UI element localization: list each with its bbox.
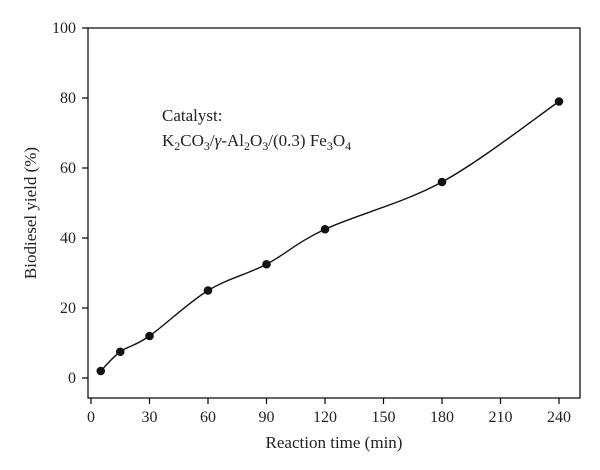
plot-frame [87, 27, 581, 399]
data-point [262, 259, 271, 269]
x-tick-label: 240 [547, 409, 571, 426]
x-tick-label: 30 [142, 409, 158, 426]
data-point [96, 366, 106, 376]
y-tick-label: 60 [60, 160, 76, 177]
y-tick-label: 20 [60, 300, 76, 317]
formula-subscript: 2 [244, 139, 250, 153]
annotation-catalyst-formula: K2CO3/γ-Al2O3/(0.3) Fe3O4 [162, 131, 351, 153]
y-tick-label: 0 [68, 370, 76, 387]
data-point [203, 286, 213, 295]
data-point [554, 97, 564, 106]
formula-subscript: 3 [262, 139, 268, 153]
data-point [320, 224, 330, 234]
formula-part: γ [215, 131, 223, 150]
formula-part: K [162, 131, 175, 150]
annotation-catalyst-label: Catalyst: [162, 106, 222, 125]
formula-part: /(0.3) Fe [268, 131, 327, 150]
data-point [145, 331, 154, 341]
x-tick-label: 150 [372, 409, 396, 426]
x-axis-title: Reaction time (min) [266, 433, 403, 452]
x-tick-label: 90 [259, 409, 275, 426]
formula-subscript: 4 [345, 139, 351, 153]
x-tick-label: 0 [87, 409, 95, 426]
x-tick-label: 210 [489, 409, 513, 426]
ticks: 0 30 60 90 120 150 180 210 240 0 20 40 60 80 100 [52, 20, 571, 426]
formula-part: O [250, 131, 262, 150]
formula-part: / [210, 131, 215, 150]
y-tick-label: 100 [52, 20, 76, 37]
x-tick-label: 60 [200, 409, 216, 426]
axes [87, 27, 581, 399]
x-tick-label: 180 [430, 409, 454, 426]
y-tick-label: 40 [60, 230, 76, 247]
data-point [437, 177, 447, 187]
x-tick-label: 120 [313, 409, 337, 426]
formula-part: O [333, 131, 345, 150]
y-axis-title: Biodiesel yield (%) [21, 147, 40, 279]
formula-subscript: 3 [327, 139, 333, 153]
formula-part: CO [180, 131, 204, 150]
data-point [115, 347, 125, 357]
formula-subscript: 2 [174, 139, 180, 153]
formula-part: -Al [221, 131, 244, 150]
formula-subscript: 3 [204, 139, 210, 153]
data-points [96, 97, 564, 376]
y-tick-label: 80 [60, 90, 76, 107]
